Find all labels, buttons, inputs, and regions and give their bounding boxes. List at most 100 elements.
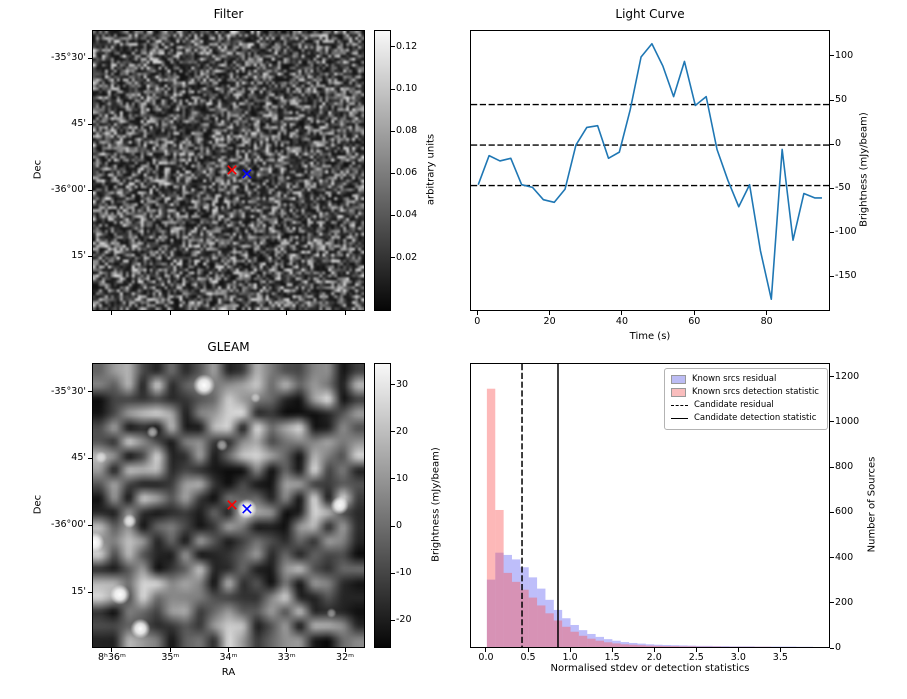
legend-row-detection: Known srcs detection statistic [670,386,819,399]
tick-mark [830,275,834,277]
tick-mark [737,648,739,652]
legend-row-residual: Known srcs residual [670,373,819,386]
gleam-image [93,364,364,647]
filter-colorbar-tick-label: 0.10 [396,83,418,94]
hist-x-tick-label: 2.5 [688,652,704,663]
tick-mark [391,572,395,574]
legend-dashed-line-sample [670,405,688,406]
hist-x-tick-label: 3.5 [772,652,788,663]
tick-mark [286,648,288,652]
tick-mark [476,311,478,315]
gleam-colorbar-tick-label: -20 [396,614,412,626]
tick-mark [88,524,92,526]
legend-row-candidate-detection: Candidate detection statistic [670,412,819,425]
dec-tick-label: 15' [71,586,86,598]
dec-tick-label: -35°30' [51,385,86,397]
brightness-tick-label: -100 [835,226,857,238]
tick-mark [830,466,834,468]
dec-tick-label: 45' [71,452,86,464]
filter-colorbar-tick-label: 0.06 [396,167,418,179]
ra-tick-label: 34ᵐ [219,652,238,663]
tick-mark [88,123,92,125]
tick-mark [391,172,395,174]
hist-y-tick-label: 0 [835,642,842,653]
tick-mark [693,311,695,315]
tick-mark [228,648,229,652]
filter-title: Filter [213,7,244,21]
tick-mark [286,311,288,315]
legend-label-candidate-residual: Candidate residual [693,400,774,410]
hist-y-tick-label: 600 [835,506,854,518]
tick-mark [169,311,171,315]
filter-axes [92,30,365,311]
time-tick-label: 80 [760,316,773,327]
tick-mark [391,257,395,259]
hist-x-tick-label: 1.0 [562,652,578,663]
tick-mark [653,648,655,652]
filter-colorbar-tick-label: 0.02 [396,251,418,263]
legend-label-candidate-detection: Candidate detection statistic [693,413,817,423]
tick-mark [391,478,395,480]
tick-mark [88,391,92,392]
gleam-colorbar-label: Brightness (mJy/beam) [430,447,442,562]
tick-mark [88,457,92,459]
legend-patch-detection [670,388,686,397]
tick-mark [344,648,346,652]
legend-patch-residual [670,375,686,384]
brightness-tick-label: 0 [835,138,842,150]
hist-y-tick-label: 1000 [835,415,860,427]
tick-mark [569,648,571,652]
tick-mark [830,602,834,604]
light-curve-plot [471,42,829,301]
tick-mark [695,648,697,652]
filter-colorbar [374,30,391,311]
tick-mark [169,648,171,652]
gleam-markers-overlay [227,500,252,514]
filter-colorbar-tick-label: 0.08 [396,125,418,137]
filter-colorbar-tick-label: 0.04 [396,209,418,221]
gleam-colorbar-tick-label: 20 [396,425,409,437]
tick-mark [830,99,834,101]
tick-mark [611,648,613,652]
filter-image [93,31,364,310]
tick-mark [830,55,834,57]
tick-mark [830,647,834,649]
hist-y-tick-label: 1200 [835,370,860,382]
hist-y-tick-label: 400 [835,551,854,563]
legend-label-detection: Known srcs detection statistic [691,387,819,397]
ra-tick-label: 32ᵐ [336,652,355,663]
tick-mark [830,143,834,145]
brightness-tick-label: -50 [835,182,851,194]
hist-x-tick-label: 3.0 [730,652,746,663]
tick-mark [485,648,487,652]
tick-mark [391,384,395,386]
tick-mark [391,214,395,216]
ra-axis-label: RA [221,667,236,678]
tick-mark [830,557,834,559]
brightness-tick-label: -150 [835,270,857,282]
tick-mark [830,376,834,378]
hist-x-tick-label: 0.5 [520,652,536,663]
tick-mark [391,46,395,48]
light-curve-title: Light Curve [615,7,685,21]
tick-mark [111,648,113,652]
gleam-colorbar-tick-label: 10 [396,472,409,484]
tick-mark [621,311,623,315]
tick-mark [88,57,92,59]
time-axis-label: Time (s) [629,331,671,342]
dec-tick-label: -36°00' [51,519,86,531]
tick-mark [391,130,395,132]
tick-mark [88,591,92,593]
time-tick-label: 0 [474,316,481,327]
ra-tick-label: 33ᵐ [277,652,296,663]
hist-y-tick-label: 800 [835,461,854,473]
tick-mark [830,511,834,513]
legend-label-residual: Known srcs residual [691,374,777,384]
tick-mark [830,187,834,189]
histogram-axes [470,363,830,648]
tick-mark [391,88,395,90]
dec-tick-label: -35°30' [51,52,86,64]
hist-x-axis-label: Normalised stdev or detection statistics [550,663,750,674]
filter-markers-overlay [227,165,252,179]
